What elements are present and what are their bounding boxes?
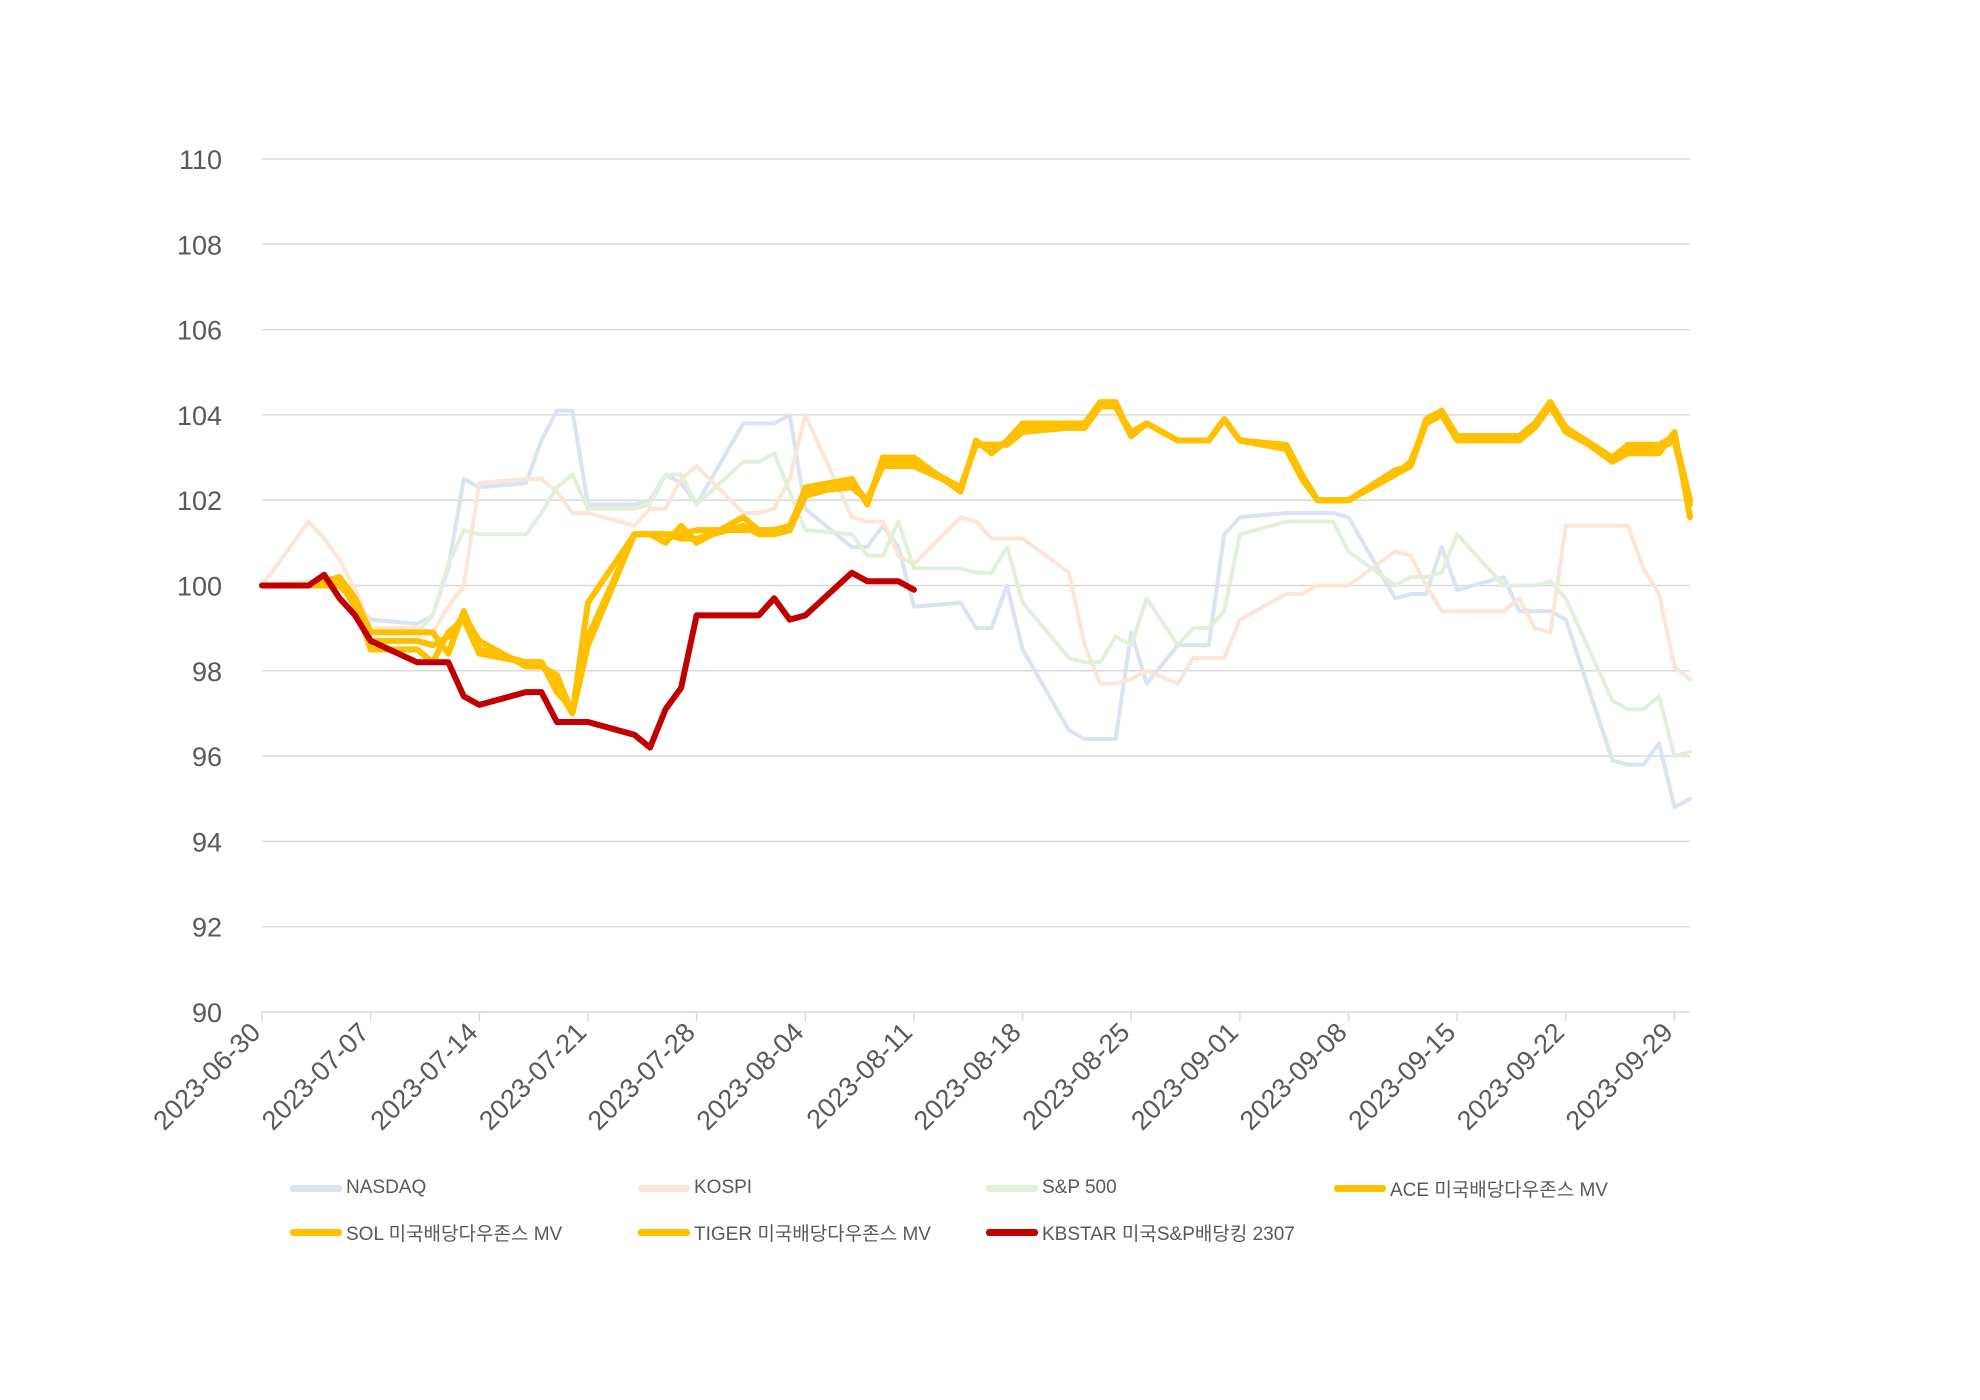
x-tick-label-2023-07-07: 2023-07-07: [256, 1017, 375, 1136]
x-tick-label-2023-07-21: 2023-07-21: [473, 1017, 592, 1136]
series-line-s-p-500: [260, 451, 1692, 759]
x-tick-label-2023-09-01: 2023-09-01: [1125, 1017, 1244, 1136]
x-tick-label-2023-07-28: 2023-07-28: [582, 1017, 701, 1136]
y-tick-label-90: 90: [192, 998, 222, 1028]
x-axis: 2023-06-302023-07-072023-07-142023-07-21…: [147, 1011, 1690, 1136]
legend-item-sp500: S&P 500: [986, 1177, 1334, 1199]
legend-row-2: SOL 미국배당다우존스 MV TIGER 미국배당다우존스 MV KBSTAR…: [290, 1210, 1710, 1254]
series-line-kospi: [260, 412, 1692, 686]
x-tick-label-2023-09-08: 2023-09-08: [1234, 1017, 1353, 1136]
y-tick-label-92: 92: [192, 913, 222, 943]
series-line-kbstar-s-p-2307: [259, 569, 917, 751]
legend-label-tiger: TIGER 미국배당다우존스 MV: [694, 1223, 931, 1245]
y-tick-label-106: 106: [177, 316, 222, 346]
series-lines: [259, 399, 1693, 810]
legend-label-kbstar: KBSTAR 미국S&P배당킹 2307: [1042, 1223, 1295, 1245]
y-tick-label-94: 94: [192, 827, 222, 857]
legend-item-nasdaq: NASDAQ: [290, 1177, 638, 1199]
gridlines: [262, 158, 1690, 928]
y-tick-label-108: 108: [177, 230, 222, 260]
x-tick-label-2023-09-29: 2023-09-29: [1560, 1017, 1679, 1136]
x-tick-label-2023-08-11: 2023-08-11: [801, 1017, 918, 1134]
legend-swatch-tiger: [638, 1228, 690, 1236]
y-tick-label-104: 104: [177, 401, 222, 431]
y-tick-label-102: 102: [177, 486, 222, 516]
x-tick-label-2023-08-04: 2023-08-04: [691, 1017, 810, 1136]
legend-swatch-sp500: [986, 1184, 1038, 1192]
legend-label-kospi: KOSPI: [694, 1177, 753, 1198]
x-tick-label-2023-07-14: 2023-07-14: [365, 1017, 484, 1136]
x-tick-label-2023-08-25: 2023-08-25: [1017, 1017, 1136, 1136]
legend-swatch-nasdaq: [290, 1184, 342, 1192]
legend-label-sol: SOL 미국배당다우존스 MV: [346, 1223, 563, 1245]
legend-item-kbstar: KBSTAR 미국S&P배당킹 2307: [986, 1219, 1334, 1246]
legend-item-ace: ACE 미국배당다우존스 MV: [1334, 1175, 1682, 1202]
legend-row-1: NASDAQ KOSPI S&P 500 ACE 미국배당다우존스 MV: [290, 1166, 1710, 1210]
legend: NASDAQ KOSPI S&P 500 ACE 미국배당다우존스 MV SOL…: [290, 1166, 1710, 1254]
legend-label-sp500: S&P 500: [1042, 1177, 1117, 1198]
y-tick-label-96: 96: [192, 742, 222, 772]
legend-swatch-kbstar: [986, 1228, 1038, 1236]
legend-label-ace: ACE 미국배당다우존스 MV: [1390, 1179, 1608, 1201]
series-line-nasdaq: [260, 408, 1692, 810]
legend-label-nasdaq: NASDAQ: [346, 1177, 427, 1198]
legend-item-kospi: KOSPI: [638, 1177, 986, 1199]
legend-swatch-ace: [1334, 1184, 1386, 1192]
legend-swatch-sol: [290, 1228, 342, 1236]
legend-item-sol: SOL 미국배당다우존스 MV: [290, 1219, 638, 1246]
x-tick-label-2023-06-30: 2023-06-30: [147, 1017, 266, 1136]
x-tick-label-2023-08-18: 2023-08-18: [908, 1017, 1027, 1136]
y-tick-label-98: 98: [192, 657, 222, 687]
y-axis-tick-labels: 90 92 94 96 98 100 102 104 106 108 110: [177, 145, 222, 1028]
legend-swatch-kospi: [638, 1184, 690, 1192]
legend-item-tiger: TIGER 미국배당다우존스 MV: [638, 1219, 986, 1246]
series-line-tiger-mv: [259, 403, 1693, 713]
y-tick-label-110: 110: [179, 145, 222, 175]
y-tick-label-100: 100: [177, 572, 222, 602]
x-tick-label-2023-09-22: 2023-09-22: [1451, 1017, 1570, 1136]
x-tick-label-2023-09-15: 2023-09-15: [1343, 1017, 1462, 1136]
